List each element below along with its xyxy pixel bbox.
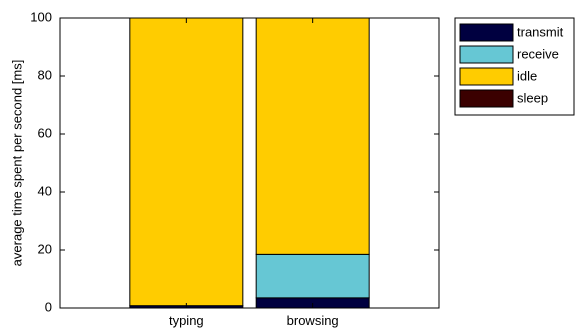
y-tick-label: 40 xyxy=(38,183,52,198)
bar-segment-browsing-idle xyxy=(255,17,370,255)
bar-segment-browsing-receive xyxy=(255,253,370,299)
legend-swatch-transmit xyxy=(459,23,514,42)
y-tick-label: 0 xyxy=(45,299,52,314)
y-tick-label: 80 xyxy=(38,67,52,82)
x-axis: typing browsing xyxy=(169,18,339,328)
y-tick-label: 20 xyxy=(38,241,52,256)
bar-segment-typing-idle xyxy=(129,17,244,307)
y-axis-title: average time spent per second [ms] xyxy=(9,60,24,267)
legend-label-idle: idle xyxy=(517,68,537,83)
legend-label-receive: receive xyxy=(517,46,559,61)
x-tick-label-typing: typing xyxy=(169,313,204,328)
bars xyxy=(129,17,370,309)
legend-label-sleep: sleep xyxy=(517,90,548,105)
x-tick-label-browsing: browsing xyxy=(287,313,339,328)
legend-swatch-receive xyxy=(459,45,514,64)
legend-swatch-sleep xyxy=(459,89,514,108)
legend: transmit receive idle sleep xyxy=(454,17,575,116)
plot-frame xyxy=(59,17,440,309)
plot-area xyxy=(59,17,440,309)
legend-label-transmit: transmit xyxy=(517,24,564,39)
legend-swatch-idle xyxy=(459,67,514,86)
y-tick-label: 60 xyxy=(38,125,52,140)
y-tick-label: 100 xyxy=(30,9,52,24)
y-axis: 0 20 40 60 80 100 xyxy=(30,9,439,314)
